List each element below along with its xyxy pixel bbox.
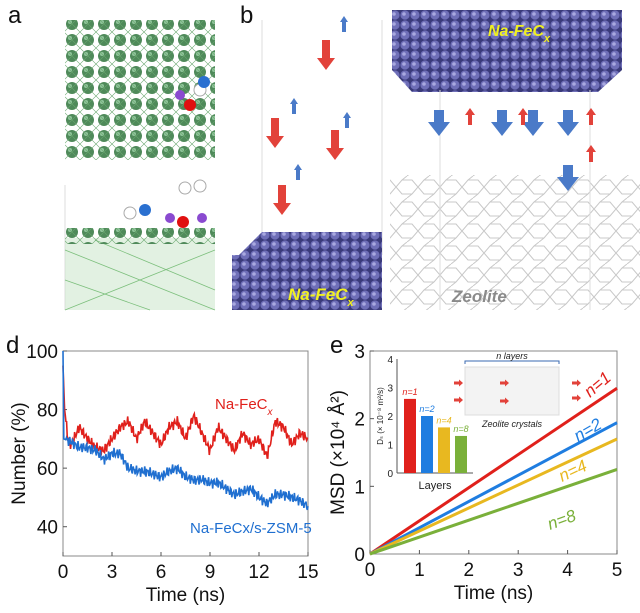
n-layers-bracket — [464, 360, 560, 364]
y-axis-label: MSD (×10⁴ Å²) — [328, 390, 349, 515]
molecular-renderings: Na-FeCx Na-FeCx Zeolite — [64, 10, 640, 311]
inset-y-tick-label: 4 — [387, 355, 393, 366]
panel-label-d: d — [6, 332, 20, 359]
inset-y-label: Dₛ (× 10⁻⁸ m²/s) — [376, 387, 385, 445]
msd-line-n8 — [369, 467, 618, 556]
y-tick-label: 2 — [354, 410, 365, 431]
inset-y-tick-label: 3 — [387, 384, 393, 395]
inset-bar-label: n=4 — [436, 415, 451, 425]
panel-label-b: b — [240, 2, 254, 29]
inset-x-label: Layers — [418, 480, 452, 492]
y-tick-label: 0 — [354, 545, 365, 566]
series-label: n=8 — [545, 506, 579, 534]
red-arrow-icon — [454, 396, 463, 404]
msd-line-n1 — [369, 386, 618, 556]
inset-bar-n2 — [421, 416, 433, 473]
schematic-title: n layers — [496, 351, 528, 361]
panel-c-structure: Na-FeCx Zeolite — [390, 10, 640, 310]
plot-frame — [62, 350, 309, 557]
slab-label-c: Na-FeCx — [488, 23, 551, 45]
series-label: n=2 — [571, 414, 606, 445]
series-label: n=1 — [580, 368, 614, 401]
zeolite-label: Zeolite — [451, 287, 507, 306]
msd-line-n2 — [369, 421, 618, 556]
inset-bar-label: n=8 — [453, 424, 468, 434]
zeolite-schematic — [464, 366, 560, 416]
panel-label-e: e — [330, 332, 344, 359]
plot-frame — [369, 350, 618, 555]
red-arrow-icon — [572, 379, 581, 387]
series-line-na-fecx — [62, 365, 309, 459]
red-arrow-icon — [500, 379, 509, 387]
red-arrow-icon — [454, 379, 463, 387]
series-line-na-fecx-s-zsm-5 — [62, 350, 309, 511]
y-tick-label: 100 — [26, 342, 58, 363]
inset-bar-n8 — [455, 435, 467, 473]
inset-y-tick-label: 0 — [387, 469, 393, 480]
x-tick-label: 3 — [107, 562, 118, 583]
x-axis-label: Time (ns) — [454, 583, 534, 604]
y-tick-label: 60 — [37, 459, 58, 480]
x-tick-label: 12 — [248, 562, 269, 583]
legend-label-na-fecx: Na-FeCx — [215, 396, 274, 418]
y-tick-label: 80 — [37, 401, 58, 422]
x-tick-label: 9 — [205, 562, 216, 583]
inset-y-tick-label: 2 — [387, 412, 393, 423]
red-arrow-icon — [500, 397, 509, 405]
y-tick-label: 3 — [354, 342, 365, 363]
x-tick-label: 3 — [513, 560, 524, 581]
x-tick-label: 6 — [156, 562, 167, 583]
x-tick-label: 2 — [464, 560, 475, 581]
x-tick-label: 1 — [414, 560, 425, 581]
y-tick-label: 1 — [354, 477, 365, 498]
inset-bar-label: n=2 — [419, 404, 434, 414]
y-tick-label: 40 — [37, 518, 58, 539]
msd-line-n4 — [369, 437, 618, 556]
panel-a-structure — [64, 20, 216, 311]
inset-bar-n1 — [404, 398, 416, 473]
chart-d: 0 3 6 9 12 15 40 60 80 100 Time (ns) Number (%) Na-F… — [9, 342, 319, 606]
panel-label-a: a — [8, 2, 22, 29]
x-axis-label: Time (ns) — [146, 585, 226, 606]
legend-label-na-fecx-s-zsm-5: Na-FeCx/s-ZSM-5 — [190, 520, 312, 537]
inset-bar-label: n=1 — [402, 387, 417, 397]
x-tick-label: 15 — [297, 562, 318, 583]
x-tick-label: 5 — [612, 560, 623, 581]
x-tick-label: 0 — [58, 562, 69, 583]
schematic-caption: Zeolite crystals — [481, 419, 543, 429]
y-axis-label: Number (%) — [9, 402, 30, 504]
red-arrow-icon — [572, 394, 581, 402]
x-tick-label: 4 — [562, 560, 573, 581]
x-tick-label: 0 — [365, 560, 376, 581]
inset-y-tick-label: 1 — [387, 441, 393, 452]
inset-bar-n4 — [438, 427, 450, 473]
panel-b-structure: Na-FeCx — [232, 16, 383, 310]
